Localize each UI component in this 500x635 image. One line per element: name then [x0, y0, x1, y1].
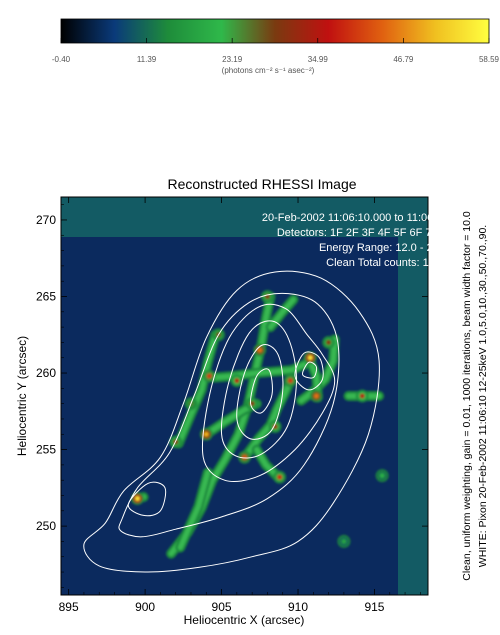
x-tick-label: 910	[288, 600, 308, 614]
plot-area: 895 900 905 910 915 250 255 260 265 270	[36, 196, 429, 614]
contour-line	[294, 351, 324, 391]
emission-source-peak	[203, 431, 209, 437]
emission-sources	[130, 290, 389, 559]
colorbar-gradient	[60, 18, 490, 44]
contour-line	[302, 361, 318, 379]
contour-line	[127, 481, 167, 517]
emission-source-peak	[234, 378, 240, 384]
x-tick-label: 915	[364, 600, 384, 614]
contour-line	[236, 344, 284, 440]
colorbar: -0.40 11.39 23.19 34.99 46.79 58.59 (photons …	[52, 18, 500, 75]
annotation-detectors: Detectors: 1F 2F 3F 4F 5F 6F 7F 8F 9F	[277, 227, 470, 239]
emission-source-peak	[379, 473, 385, 478]
emission-source-peak	[277, 474, 283, 480]
colorbar-tick-label: -0.40	[52, 55, 71, 64]
y-tick-label: 265	[36, 290, 56, 304]
contour-line	[118, 292, 340, 538]
y-tick-label: 255	[36, 443, 56, 457]
annotations: 20-Feb-2002 11:06:10.000 to 11:06:40.000…	[262, 212, 471, 269]
annotation-time-range: 20-Feb-2002 11:06:10.000 to 11:06:40.000	[262, 212, 470, 224]
emission-source-peak	[257, 347, 263, 353]
x-tick-label: 900	[135, 600, 155, 614]
y-tick-label: 270	[36, 213, 56, 227]
emission-source-peak	[313, 393, 319, 399]
colorbar-units-label: (photons cm⁻² s⁻¹ asec⁻²)	[222, 66, 315, 75]
colorbar-tick-label: 11.39	[137, 55, 157, 64]
annotation-energy-range: Energy Range: 12.0 - 25.0 keV	[319, 242, 471, 254]
colorbar-tick-label: 23.19	[222, 55, 243, 64]
contour-line	[250, 368, 273, 414]
plot-frame	[60, 196, 429, 596]
y-tick-label: 250	[36, 519, 56, 533]
colorbar-ticks: -0.40 11.39 23.19 34.99 46.79 58.59	[52, 38, 500, 64]
emission-filament-core	[243, 375, 295, 459]
side-label-clean-params: Clean, uniform weighting, gain = 0.01, 1…	[461, 211, 473, 581]
x-tick-label: 895	[59, 600, 79, 614]
colorbar-tick-label: 58.59	[479, 55, 500, 64]
emission-filament-core	[298, 336, 338, 404]
emission-source-peak	[242, 454, 247, 460]
contour-line	[201, 303, 336, 483]
colorbar-tick-label: 46.79	[393, 55, 414, 64]
pixon-contours	[83, 270, 380, 573]
y-axis-label: Heliocentric Y (arcsec)	[15, 336, 29, 456]
emission-source-peak	[206, 373, 212, 379]
axis-ticks: 895 900 905 910 915 250 255 260 265 270	[36, 197, 428, 614]
y-tick-label: 260	[36, 366, 56, 380]
emission-source-peak	[287, 378, 293, 384]
side-label-pixon-contours: WHITE: Pixon 20-Feb-2002 11:06:10 12-25k…	[477, 225, 489, 567]
contour-line	[220, 320, 298, 459]
overlay-band-right	[398, 197, 428, 595]
chart-title: Reconstructed RHESSI Image	[167, 176, 356, 192]
colorbar-tick-label: 34.99	[308, 55, 329, 64]
annotation-total-counts: Clean Total counts: 1.36E+05	[326, 257, 470, 269]
x-axis-label: Heliocentric X (arcsec)	[184, 613, 305, 627]
emission-source-peak	[359, 393, 365, 399]
emission-source-peak	[135, 496, 140, 501]
contour-line	[83, 270, 380, 573]
emission-source-peak	[341, 539, 347, 544]
x-tick-label: 905	[212, 600, 232, 614]
emission-source-peak	[307, 355, 313, 361]
overlay-band-top	[61, 197, 428, 237]
emission-source-peak	[326, 340, 332, 345]
emission-filament-core	[177, 470, 211, 550]
